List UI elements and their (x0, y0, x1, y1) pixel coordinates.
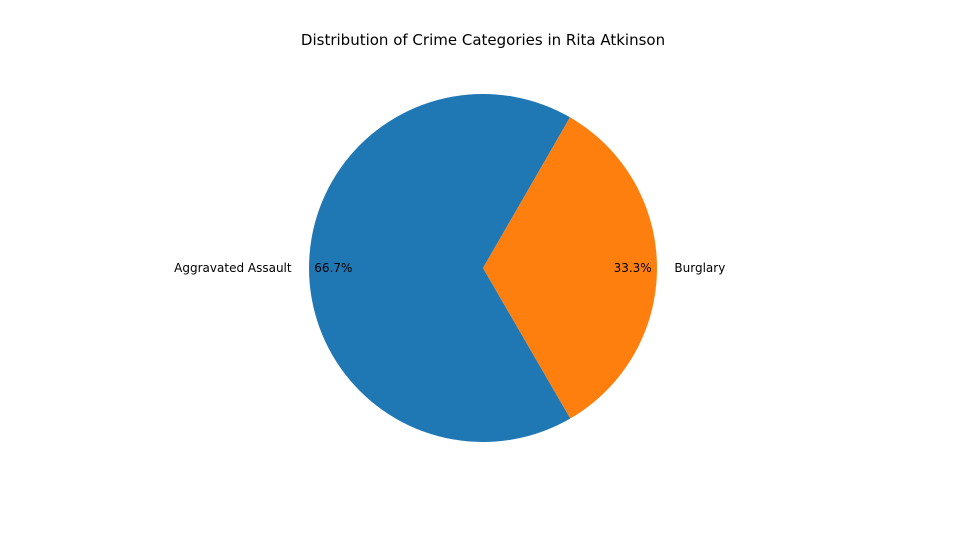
chart-title: Distribution of Crime Categories in Rita… (301, 31, 665, 49)
pie-slice-burglary (483, 117, 657, 419)
pie-slice-aggravated-assault (309, 94, 571, 442)
slice-label-burglary: Burglary (674, 261, 725, 275)
slice-label-aggravated-assault: Aggravated Assault (174, 261, 292, 275)
pie-slices (309, 94, 657, 442)
pie-labels: Aggravated Assault 66.7% Burglary 33.3% (174, 261, 725, 275)
pct-label-burglary: 33.3% (614, 261, 652, 275)
pct-label-aggravated-assault: 66.7% (314, 261, 352, 275)
